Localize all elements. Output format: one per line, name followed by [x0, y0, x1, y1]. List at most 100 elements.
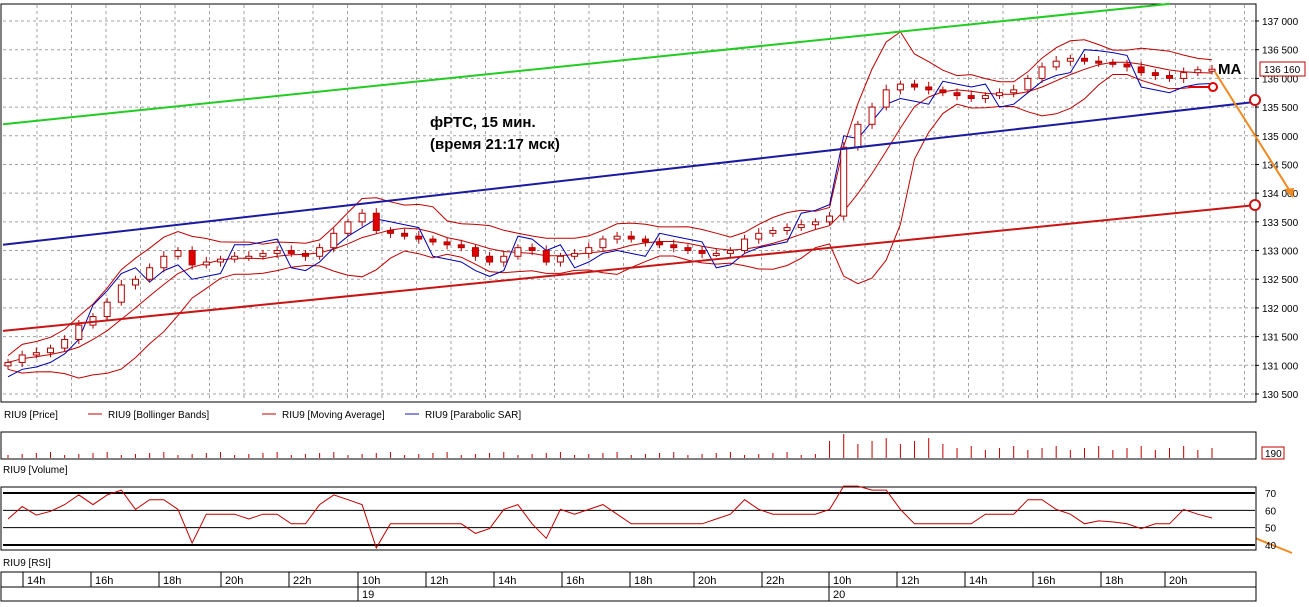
y-tick-label: 135 000 — [1262, 132, 1299, 143]
price-axis: 137 000 136 500 136 000 135 500 135 000 134 5… — [1255, 17, 1299, 401]
candle-body — [18, 354, 26, 363]
y-tick-label: 135 500 — [1262, 103, 1299, 114]
candle-body — [500, 255, 508, 263]
volume-bars — [7, 434, 1213, 458]
candle-body — [1180, 72, 1188, 79]
rsi-tick-label: 60 — [1265, 506, 1277, 517]
candle-body — [174, 250, 182, 257]
candle-body — [1208, 68, 1216, 72]
candle-body — [1010, 89, 1018, 94]
candle-body — [245, 255, 253, 259]
rsi-line — [7, 485, 1213, 550]
candle-body — [4, 361, 12, 367]
candle-body — [556, 255, 564, 263]
x-hour-label: 14h — [498, 575, 516, 587]
candle-body — [1137, 66, 1145, 74]
y-tick-label: 136 500 — [1262, 46, 1299, 57]
chart-title: фРТС, 15 мин. — [430, 114, 536, 131]
candle-body — [797, 224, 805, 229]
x-hour-label: 18h — [1105, 575, 1123, 587]
candle-body — [457, 244, 465, 249]
candle-body — [301, 252, 309, 257]
candle-body — [868, 106, 876, 125]
x-hour-label: 18h — [634, 575, 652, 587]
volume-badge: 190 — [1265, 449, 1282, 460]
candle-body — [811, 221, 819, 226]
x-hour-label: 14h — [969, 575, 987, 587]
candle-body — [216, 258, 224, 263]
bollinger-upper-line — [7, 31, 1213, 356]
candle-body — [273, 250, 281, 254]
candle-body — [372, 212, 380, 231]
y-tick-label: 133 000 — [1262, 247, 1299, 258]
candle-body — [1052, 60, 1060, 68]
candle-body — [769, 229, 777, 234]
candle-body — [1038, 66, 1046, 79]
candle-body — [656, 241, 664, 246]
blue-line-marker — [1249, 94, 1261, 106]
indicator-lines — [7, 31, 1213, 379]
candle-body — [429, 238, 437, 243]
candle-body — [854, 123, 862, 148]
volume-badge-box — [1261, 446, 1285, 460]
y-tick-label: 136 000 — [1262, 74, 1299, 85]
candle-body — [1081, 57, 1089, 62]
candle-body — [471, 247, 479, 257]
candle-body — [882, 89, 890, 108]
candle-body — [188, 250, 196, 266]
volume-label: RIU9 [Volume] — [3, 465, 68, 476]
candle-body — [330, 232, 338, 249]
bollinger-lower-line — [7, 74, 1213, 379]
price-grid — [3, 5, 1255, 401]
parabolic-sar-line — [7, 49, 1213, 378]
x-hour-label: 10h — [362, 575, 380, 587]
candle-body — [117, 284, 125, 303]
candle-body — [131, 278, 139, 286]
candle-body — [996, 92, 1004, 97]
x-hour-label: 12h — [901, 575, 919, 587]
x-hour-label: 20h — [225, 575, 243, 587]
candle-body — [316, 247, 324, 257]
candle-body — [755, 232, 763, 240]
candle-body — [1166, 75, 1174, 79]
candle-body — [840, 146, 848, 217]
candle-body — [1151, 72, 1159, 77]
x-hour-label: 10h — [833, 575, 851, 587]
green-trend-line — [2, 2, 1171, 126]
candle-body — [103, 301, 111, 318]
y-tick-label: 133 500 — [1262, 218, 1299, 229]
x-hour-label: 22h — [766, 575, 784, 587]
red-line-marker — [1249, 199, 1261, 211]
y-tick-label: 131 000 — [1262, 361, 1299, 372]
legend: RIU9 [Price] RIU9 [Bollinger Bands] RIU9 [… — [4, 410, 521, 421]
candle-body — [415, 235, 423, 240]
ma-label: MA — [1218, 61, 1241, 78]
candle-body — [344, 221, 352, 234]
candle-body — [712, 252, 720, 256]
x-hour-label: 16h — [95, 575, 113, 587]
y-tick-label: 132 500 — [1262, 275, 1299, 286]
y-tick-label: 131 500 — [1262, 333, 1299, 344]
candle-body — [287, 250, 295, 254]
candle-body — [514, 247, 522, 257]
candle-body — [32, 352, 40, 356]
candle-body — [967, 95, 975, 99]
candle-body — [953, 92, 961, 97]
y-tick-label: 137 000 — [1262, 17, 1299, 28]
x-day-label: 20 — [833, 589, 845, 601]
forecast-arrow-line — [1214, 71, 1294, 197]
x-hour-label: 22h — [293, 575, 311, 587]
candle-body — [1123, 63, 1131, 68]
candle-body — [741, 238, 749, 252]
candle-body — [698, 250, 706, 254]
rsi-tick-label: 40 — [1265, 541, 1277, 552]
volume-panel — [0, 431, 1257, 460]
candles-group — [4, 53, 1216, 370]
candle-body — [981, 95, 989, 99]
candle-body — [160, 255, 168, 269]
candle-body — [231, 255, 239, 260]
x-hour-label: 20h — [698, 575, 716, 587]
candle-body — [684, 247, 692, 252]
legend-label: RIU9 [Price] — [4, 410, 58, 421]
x-day-label: 19 — [362, 589, 374, 601]
